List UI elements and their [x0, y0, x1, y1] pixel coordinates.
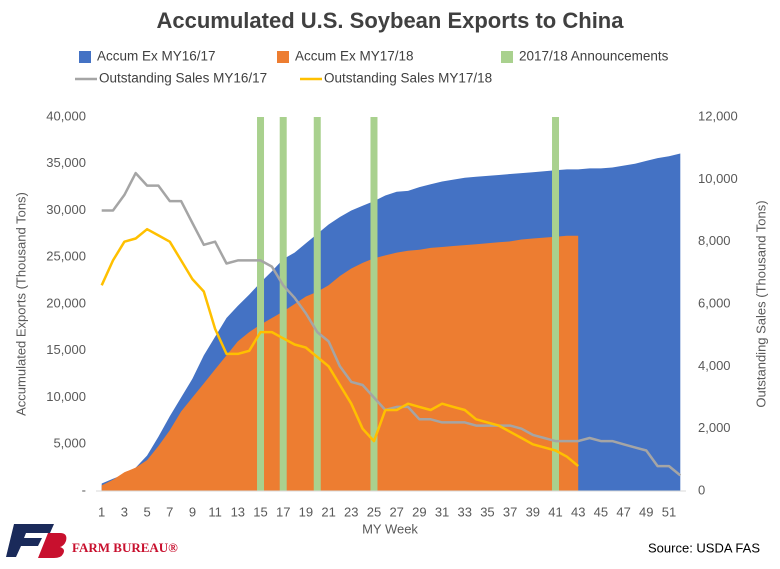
y2-tick-label: 6,000	[698, 295, 731, 310]
bar	[313, 117, 321, 491]
x-tick-label: 3	[121, 504, 128, 519]
y2-axis-label: Outstanding Sales (Thousand Tons)	[753, 200, 768, 407]
y-tick-label: 25,000	[46, 249, 86, 264]
source: Source: USDA FAS	[648, 540, 760, 555]
x-tick-label: 29	[412, 504, 426, 519]
x-tick-label: 33	[458, 504, 472, 519]
line	[101, 171, 682, 477]
x-tick-label: 37	[503, 504, 517, 519]
x-axis-label: MY Week	[362, 521, 418, 536]
logo-text: FARM BUREAU®	[72, 540, 178, 555]
x-tick-label: 35	[480, 504, 494, 519]
x-tick-label: 25	[367, 504, 381, 519]
x-tick-label: 51	[662, 504, 676, 519]
x-tick-label: 15	[253, 504, 267, 519]
x-tick-label: 27	[389, 504, 403, 519]
x-tick-label: 47	[616, 504, 630, 519]
y-tick-label: 20,000	[46, 295, 86, 310]
x-tick-label: 21	[321, 504, 335, 519]
y-tick-label: 15,000	[46, 342, 86, 357]
y2-tick-label: 10,000	[698, 171, 738, 186]
bar	[552, 117, 560, 491]
x-tick-label: 9	[189, 504, 196, 519]
legend-swatch	[277, 51, 289, 63]
y-axis-label: Accumulated Exports (Thousand Tons)	[13, 192, 28, 416]
x-tick-label: 11	[208, 504, 222, 519]
legend-swatch	[501, 51, 513, 63]
legend-swatch	[79, 51, 91, 63]
x-tick-label: 1	[98, 504, 105, 519]
x-tick-label: 23	[344, 504, 358, 519]
x-tick-label: 43	[571, 504, 585, 519]
x-tick-label: 17	[276, 504, 290, 519]
y-tick-label: 5,000	[53, 436, 86, 451]
chart-title: Accumulated U.S. Soybean Exports to Chin…	[157, 8, 625, 33]
area	[101, 235, 579, 491]
x-tick-label: 13	[231, 504, 245, 519]
x-tick-label: 7	[166, 504, 173, 519]
x-tick-label: 45	[594, 504, 608, 519]
x-tick-label: 41	[548, 504, 562, 519]
x-tick-label: 49	[639, 504, 653, 519]
y-tick-label: -	[82, 482, 86, 497]
y2-tick-label: 0	[698, 482, 705, 497]
y2-tick-label: 2,000	[698, 420, 731, 435]
y-tick-label: 40,000	[46, 108, 86, 123]
legend-label: Accum Ex MY17/18	[295, 49, 414, 64]
y2-tick-label: 4,000	[698, 358, 731, 373]
legend-label: Outstanding Sales MY16/17	[99, 71, 267, 86]
y-tick-label: 30,000	[46, 202, 86, 217]
bar	[370, 117, 378, 491]
legend-label: Accum Ex MY16/17	[97, 49, 216, 64]
legend-label: 2017/18 Announcements	[519, 49, 669, 64]
y-tick-label: 10,000	[46, 389, 86, 404]
x-tick-label: 19	[299, 504, 313, 519]
bar	[279, 117, 287, 491]
bar	[257, 117, 265, 491]
line	[100, 227, 579, 468]
legend-label: Outstanding Sales MY17/18	[324, 71, 492, 86]
y-tick-label: 35,000	[46, 155, 86, 170]
logo-mark	[6, 524, 67, 558]
x-tick-label: 5	[143, 504, 150, 519]
x-tick-label: 39	[526, 504, 540, 519]
y2-tick-label: 8,000	[698, 233, 731, 248]
x-tick-label: 31	[435, 504, 449, 519]
y2-tick-label: 12,000	[698, 108, 738, 123]
